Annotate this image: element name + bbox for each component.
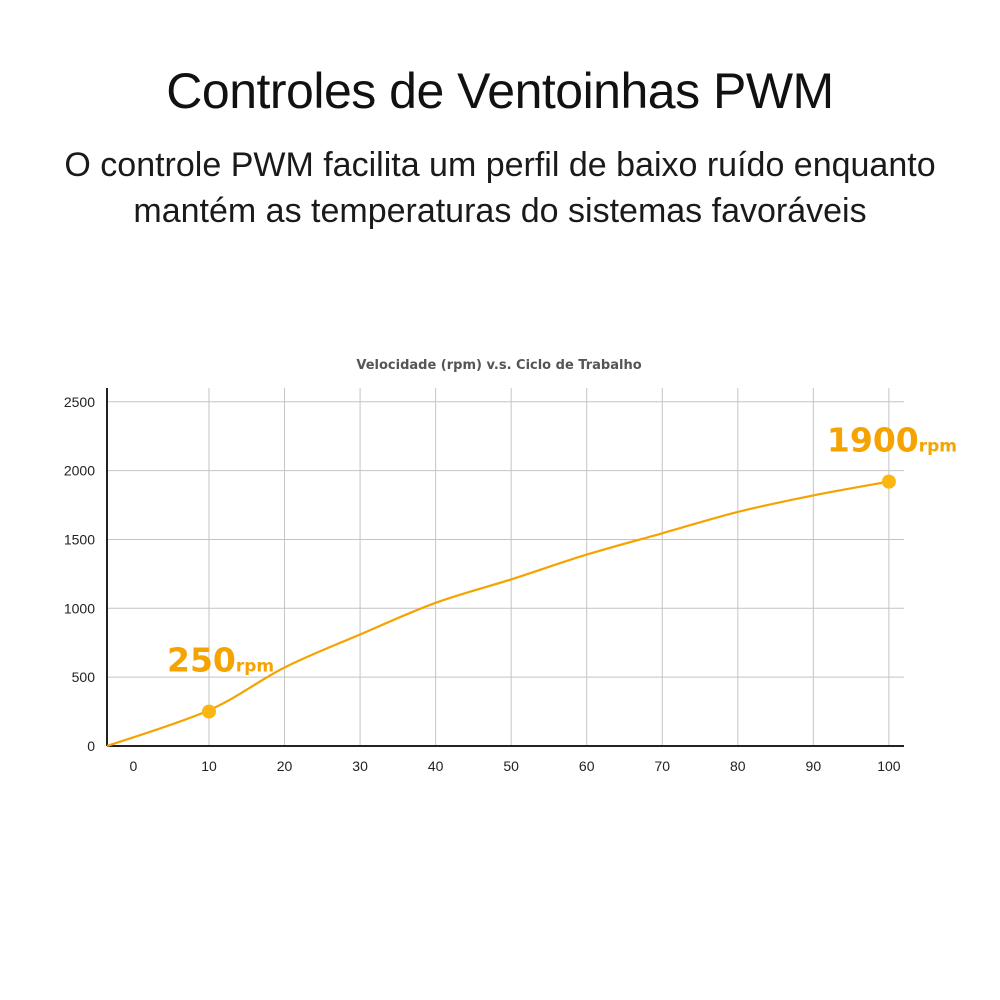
x-tick-label: 100 <box>877 758 901 774</box>
x-tick-label: 90 <box>806 758 822 774</box>
axis-layer: 0 10 20 30 40 50 60 70 80 90 100050010001500200025… <box>64 388 904 774</box>
grid-layer <box>107 388 904 746</box>
chart-title: Velocidade (rpm) v.s. Ciclo de Trabalho <box>356 358 641 373</box>
y-tick-label: 2000 <box>64 463 95 479</box>
series-layer <box>106 480 890 748</box>
callout-label: 250rpm <box>167 641 274 680</box>
callout-label: 1900rpm <box>827 421 957 460</box>
data-point-marker <box>201 704 216 719</box>
x-tick-label: 70 <box>654 758 670 774</box>
x-tick-label: 30 <box>352 758 368 774</box>
y-tick-label: 2500 <box>64 394 95 410</box>
callout-unit: rpm <box>919 437 957 457</box>
x-tick-label: 20 <box>277 758 293 774</box>
x-tick-label: 10 <box>201 758 217 774</box>
y-tick-label: 1500 <box>64 531 95 547</box>
x-tick-label: 60 <box>579 758 595 774</box>
callout-unit: rpm <box>236 657 274 677</box>
callout-value: 250 <box>167 641 236 680</box>
x-tick-label: 80 <box>730 758 746 774</box>
callout-value: 1900 <box>827 421 919 460</box>
data-point-marker <box>881 474 896 489</box>
x-tick-label: 0 <box>130 758 138 774</box>
series-line <box>106 480 890 748</box>
y-tick-label: 1000 <box>64 600 95 616</box>
x-tick-label: 40 <box>428 758 444 774</box>
page-title: Controles de Ventoinhas PWM <box>166 63 834 119</box>
y-tick-label: 500 <box>72 669 96 685</box>
x-tick-label: 50 <box>503 758 519 774</box>
page-subtitle: O controle PWM facilita um perfil de bai… <box>64 146 936 230</box>
y-tick-label: 0 <box>87 738 95 754</box>
